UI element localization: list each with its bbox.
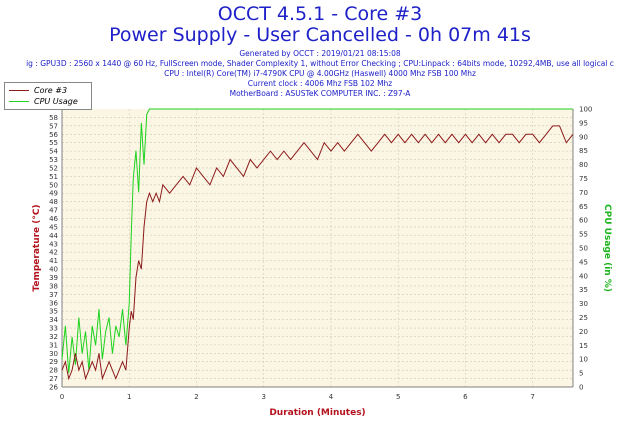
y-tick-label: 46 bbox=[49, 215, 58, 223]
y2-tick-label: 20 bbox=[579, 328, 588, 336]
legend-item-cpu: CPU Usage bbox=[9, 96, 78, 107]
y-tick-label: 30 bbox=[49, 350, 58, 358]
y2-tick-label: 85 bbox=[579, 147, 588, 155]
x-tick-label: 5 bbox=[396, 393, 400, 401]
y2-tick-label: 15 bbox=[579, 342, 588, 350]
y-tick-label: 38 bbox=[49, 282, 58, 290]
y2-tick-label: 25 bbox=[579, 314, 588, 322]
info-line-config: ig : GPU3D : 2560 x 1440 @ 60 Hz, FullSc… bbox=[26, 59, 614, 68]
x-tick-label: 4 bbox=[329, 393, 334, 401]
y-tick-label: 57 bbox=[49, 122, 58, 130]
legend-label-cpu: CPU Usage bbox=[34, 97, 78, 106]
y2-tick-label: 95 bbox=[579, 119, 588, 127]
y-tick-label: 26 bbox=[49, 384, 58, 392]
y2-tick-label: 80 bbox=[579, 161, 588, 169]
series-line-core-3 bbox=[61, 125, 574, 381]
y2-tick-label: 65 bbox=[579, 203, 588, 211]
y2-tick-label: 45 bbox=[579, 258, 588, 266]
y-tick-label: 34 bbox=[49, 316, 58, 324]
y2-tick-label: 60 bbox=[579, 217, 588, 225]
y2-tick-label: 100 bbox=[579, 106, 592, 114]
y2-tick-label: 35 bbox=[579, 286, 588, 294]
y-tick-label: 55 bbox=[49, 139, 58, 147]
y2-tick-label: 55 bbox=[579, 231, 588, 239]
y-tick-label: 36 bbox=[49, 299, 58, 307]
info-line-motherboard: MotherBoard : ASUSTeK COMPUTER INC. : Z9… bbox=[229, 89, 411, 98]
y2-tick-label: 50 bbox=[579, 245, 588, 253]
chart-subtitle: Power Supply - User Cancelled - 0h 07m 4… bbox=[109, 24, 531, 46]
y2-tick-label: 75 bbox=[579, 175, 588, 183]
y-tick-label: 49 bbox=[49, 190, 58, 198]
y-axis-label: Temperature (°C) bbox=[32, 204, 42, 291]
y-tick-label: 27 bbox=[49, 375, 58, 383]
x-tick-label: 2 bbox=[194, 393, 198, 401]
y-tick-label: 52 bbox=[49, 164, 58, 172]
y-tick-label: 33 bbox=[49, 325, 58, 333]
y2-axis-label: CPU Usage (in %) bbox=[602, 204, 612, 292]
legend-swatch-cpu bbox=[9, 101, 29, 102]
y-tick-label: 32 bbox=[49, 333, 58, 341]
y-tick-label: 45 bbox=[49, 223, 58, 231]
y2-tick-label: 90 bbox=[579, 133, 588, 141]
x-tick-label: 7 bbox=[530, 393, 534, 401]
info-line-generated: Generated by OCCT : 2019/01/21 08:15:08 bbox=[239, 49, 401, 58]
y-tick-label: 47 bbox=[49, 207, 58, 215]
info-line-cpu: CPU : Intel(R) Core(TM) i7-4790K CPU @ 4… bbox=[164, 69, 476, 78]
y-tick-label: 40 bbox=[49, 266, 58, 274]
y-tick-label: 56 bbox=[49, 131, 58, 139]
x-tick-label: 1 bbox=[127, 393, 131, 401]
y2-tick-label: 5 bbox=[579, 370, 583, 378]
x-axis-label: Duration (Minutes) bbox=[269, 408, 365, 418]
x-tick-label: 6 bbox=[463, 393, 468, 401]
series-line-cpu-usage bbox=[61, 108, 573, 374]
y-tick-label: 29 bbox=[49, 358, 58, 366]
y-tick-label: 28 bbox=[49, 367, 58, 375]
y2-tick-label: 0 bbox=[579, 384, 583, 392]
y2-tick-label: 70 bbox=[579, 189, 588, 197]
y-tick-label: 41 bbox=[49, 257, 58, 265]
y2-tick-label: 30 bbox=[579, 300, 588, 308]
legend-label-core: Core #3 bbox=[34, 86, 68, 95]
y-tick-label: 48 bbox=[49, 198, 58, 206]
y-tick-label: 37 bbox=[49, 291, 58, 299]
chart-title: OCCT 4.5.1 - Core #3 bbox=[217, 3, 423, 25]
legend-item-core: Core #3 bbox=[9, 85, 67, 96]
y2-tick-label: 10 bbox=[579, 356, 588, 364]
y2-tick-label: 40 bbox=[579, 272, 588, 280]
y-tick-label: 54 bbox=[49, 148, 58, 156]
y-tick-label: 39 bbox=[49, 274, 58, 282]
x-tick-label: 0 bbox=[60, 393, 64, 401]
y-tick-label: 53 bbox=[49, 156, 58, 164]
chart-legend: Core #3 CPU Usage bbox=[4, 82, 92, 110]
y-tick-label: 42 bbox=[49, 249, 58, 257]
y-tick-label: 31 bbox=[49, 341, 58, 349]
y-tick-label: 58 bbox=[49, 114, 58, 122]
plot-area bbox=[62, 109, 573, 387]
legend-swatch-core bbox=[9, 90, 29, 91]
y-tick-label: 50 bbox=[49, 181, 58, 189]
y-tick-label: 43 bbox=[49, 240, 58, 248]
x-tick-label: 3 bbox=[261, 393, 265, 401]
y-tick-label: 35 bbox=[49, 308, 58, 316]
info-line-clock: Current clock : 4006 Mhz FSB 102 Mhz bbox=[247, 79, 393, 88]
y-tick-label: 44 bbox=[49, 232, 58, 240]
y-tick-label: 51 bbox=[49, 173, 58, 181]
